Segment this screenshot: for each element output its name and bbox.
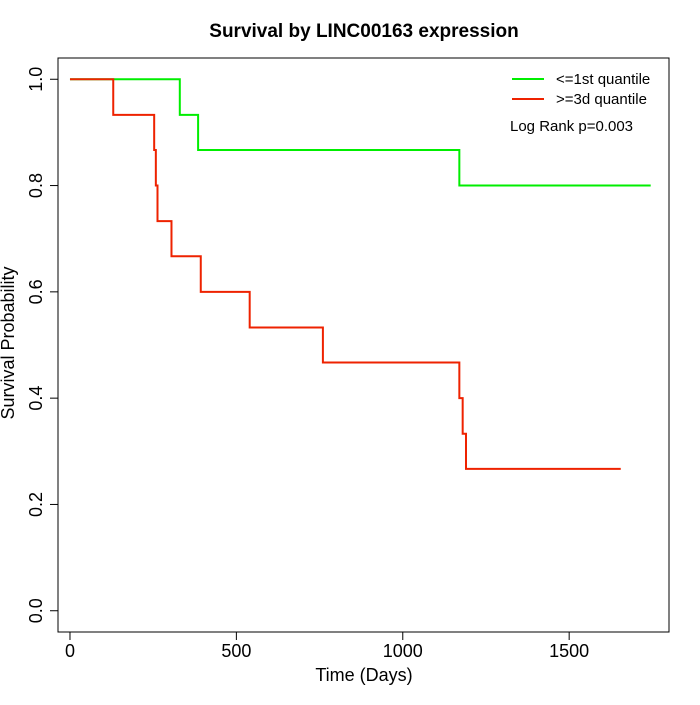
x-axis-label: Time (Days) xyxy=(315,665,412,685)
log-rank-annotation: Log Rank p=0.003 xyxy=(510,118,633,135)
legend: <=1st quantile >=3d quantile xyxy=(512,71,650,108)
y-axis-label: Survival Probability xyxy=(0,266,18,419)
survival-curve-1 xyxy=(69,78,651,187)
y-tick-label: 0.6 xyxy=(26,279,46,304)
y-tick-label: 0.0 xyxy=(26,598,46,623)
chart-title: Survival by LINC00163 expression xyxy=(209,21,518,42)
y-tick-label: 0.4 xyxy=(26,386,46,411)
legend-label: <=1st quantile xyxy=(556,71,650,88)
x-tick-label: 1000 xyxy=(383,641,423,661)
y-axis: 0.0 0.2 0.4 0.6 0.8 1.0 xyxy=(26,67,59,623)
y-tick-label: 1.0 xyxy=(26,67,46,92)
x-tick-label: 500 xyxy=(221,641,251,661)
series-layer xyxy=(69,78,651,470)
x-tick-label: 0 xyxy=(65,641,75,661)
y-tick-label: 0.2 xyxy=(26,492,46,517)
x-tick-label: 1500 xyxy=(549,641,589,661)
legend-label: >=3d quantile xyxy=(556,91,647,108)
x-axis: 0 500 1000 1500 xyxy=(65,631,589,661)
y-tick-label: 0.8 xyxy=(26,173,46,198)
survival-curve-2 xyxy=(69,78,621,470)
